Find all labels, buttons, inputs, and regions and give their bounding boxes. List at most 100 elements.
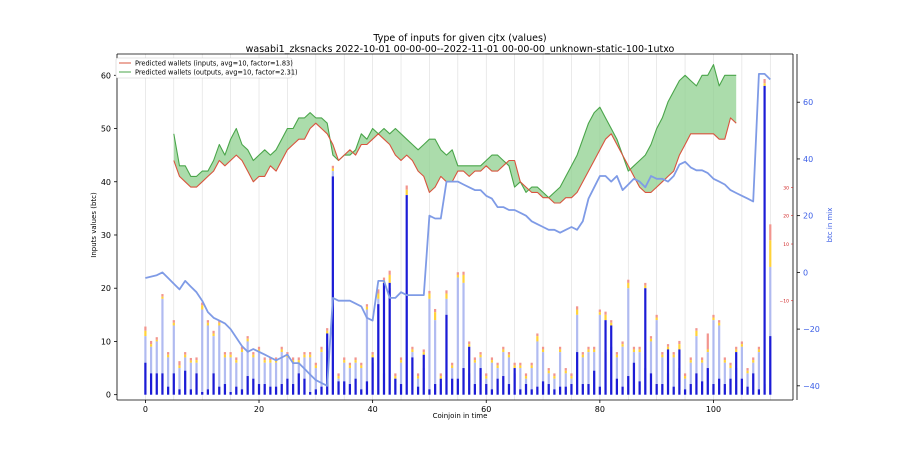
bar-yellow-segment	[752, 360, 755, 363]
bar-yellow-segment	[627, 282, 630, 289]
bar-light	[638, 352, 641, 395]
y2-tick-label: 60	[803, 98, 813, 107]
bar-yellow-segment	[729, 365, 732, 369]
bar-yellow-segment	[195, 360, 198, 363]
bar-yellow-segment	[388, 274, 391, 283]
bar-yellow-segment	[593, 349, 596, 353]
bar-red-segment	[434, 308, 437, 313]
bar-main	[348, 384, 352, 395]
bar-main	[507, 384, 511, 395]
bar-light	[581, 357, 584, 395]
bar-yellow-segment	[769, 240, 772, 267]
chart-subtitle: wasabi1_zksnacks 2022-10-01 00-00-00--20…	[246, 44, 675, 55]
bar-main	[246, 376, 249, 395]
bar-yellow-segment	[649, 338, 653, 342]
bar-red-segment	[263, 357, 266, 361]
bar-light	[615, 357, 618, 395]
bar-yellow-segment	[144, 330, 147, 337]
bar-light	[434, 320, 437, 395]
bar-yellow-segment	[263, 360, 266, 363]
bar-main	[263, 384, 266, 395]
bar-red-segment	[223, 352, 227, 355]
legend: Predicted wallets (inputs, avg=10, facto…	[115, 57, 298, 79]
y3-axis-ticks: −10 10 20 30	[780, 185, 793, 305]
bar-red-segment	[212, 330, 215, 334]
series-line-outputs	[173, 64, 737, 199]
bar-yellow-segment	[360, 365, 363, 369]
bar-red-segment	[701, 357, 704, 361]
bar-red-segment	[411, 346, 414, 350]
bar-main	[564, 386, 567, 395]
bar-red-segment	[292, 357, 295, 361]
bar-main	[553, 389, 556, 395]
bar-main	[757, 389, 761, 395]
bar-main	[615, 378, 618, 395]
bar-red-segment	[735, 346, 738, 350]
y-tick-label: 10	[101, 337, 111, 346]
bar-yellow-segment	[314, 365, 317, 369]
bar-red-segment	[496, 362, 499, 366]
bar-main	[473, 384, 476, 395]
bar-yellow-segment	[604, 314, 607, 321]
bar-main	[252, 378, 255, 395]
bar-main	[337, 381, 340, 395]
bar-main	[672, 386, 675, 395]
bar-main	[280, 384, 283, 395]
bar-main	[479, 368, 482, 395]
bar-yellow-segment	[564, 370, 567, 374]
bar-red-segment	[649, 336, 653, 339]
bar-main	[274, 386, 278, 395]
series-line-btc-in-mix	[145, 73, 771, 387]
y2-tick-label: 0	[803, 268, 808, 277]
x-axis-ticks: 0 20 40 60 80 100	[143, 400, 721, 414]
bar-yellow-segment	[655, 317, 658, 321]
bar-main	[752, 373, 755, 395]
y3-tick-label: 10	[783, 242, 789, 248]
bar-light	[155, 341, 158, 395]
bar-main	[371, 357, 374, 395]
y2-tick-label: 40	[803, 155, 813, 164]
x-tick-label: 60	[481, 405, 491, 414]
bar-red-segment	[507, 352, 511, 355]
bar-red-segment	[638, 346, 641, 350]
bar-red-segment	[382, 277, 386, 281]
bar-yellow-segment	[348, 365, 352, 369]
bar-yellow-segment	[587, 349, 590, 353]
bar-yellow-segment	[547, 370, 550, 374]
bar-main	[490, 389, 494, 395]
bar-main	[343, 381, 346, 395]
bar-yellow-segment	[161, 296, 164, 299]
bar-red-segment	[610, 320, 613, 323]
bar-main	[769, 336, 772, 395]
bar-yellow-segment	[439, 376, 442, 379]
bar-yellow-segment	[309, 354, 312, 358]
bar-red-segment	[615, 352, 618, 355]
bar-red-segment	[632, 346, 636, 350]
bar-red-segment	[377, 289, 380, 294]
y2-axis-ticks: −40 −20 0 20 40 60	[797, 98, 820, 391]
bar-yellow-segment	[701, 360, 704, 363]
bar-main	[485, 384, 488, 395]
bar-light	[621, 346, 624, 395]
bar-main	[638, 381, 641, 395]
bar-yellow-segment	[434, 312, 437, 321]
bar-main	[161, 373, 164, 395]
y3-tick-label: 20	[783, 214, 789, 220]
bar-main	[519, 389, 522, 395]
bar-yellow-segment	[201, 305, 204, 310]
bar-main	[218, 386, 221, 395]
bar-main	[354, 378, 357, 395]
bar-main	[377, 304, 380, 395]
bar-red-segment	[502, 346, 505, 350]
bar-yellow-segment	[184, 354, 187, 358]
y3-tick-label: 30	[783, 185, 789, 191]
bar-red-segment	[627, 279, 630, 283]
bar-light	[718, 325, 721, 395]
x-tick-label: 20	[254, 405, 264, 414]
bar-main	[587, 384, 590, 395]
bar-light	[360, 368, 363, 395]
bar-main	[451, 378, 454, 395]
bar-main	[513, 368, 516, 395]
plot-area	[116, 53, 798, 401]
